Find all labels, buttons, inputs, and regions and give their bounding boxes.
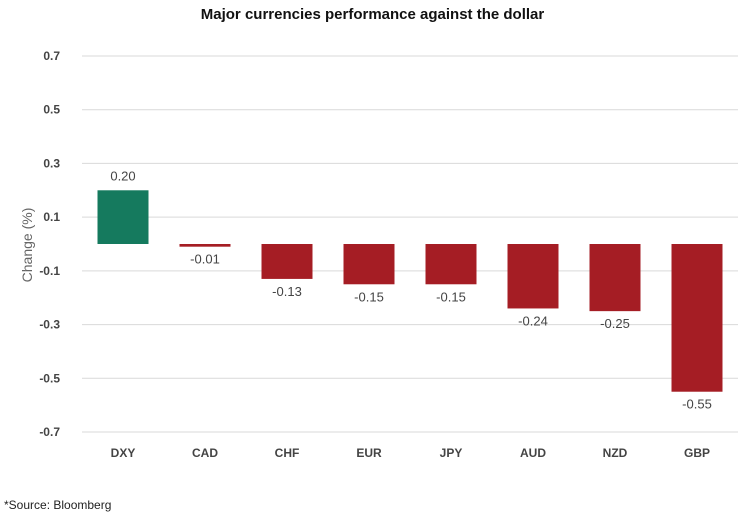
value-label: 0.20 — [110, 168, 135, 183]
bar-dxy — [97, 190, 149, 244]
y-tick-label: 0.3 — [43, 156, 60, 170]
bar-jpy — [425, 244, 477, 285]
value-label: -0.25 — [600, 316, 630, 331]
value-label: -0.13 — [272, 284, 302, 299]
value-label: -0.15 — [436, 289, 466, 304]
bar-chf — [261, 244, 313, 279]
y-axis-ticks: 0.7 0.5 0.3 0.1 -0.1 -0.3 -0.5 -0.7 — [39, 49, 60, 439]
value-labels: 0.20 -0.01 -0.13 -0.15 -0.15 -0.24 -0.25 -0.55 — [110, 168, 711, 411]
y-tick-label: 0.1 — [43, 210, 60, 224]
x-tick-label: CAD — [192, 446, 218, 460]
x-axis-ticks: DXY CAD CHF EUR JPY AUD NZD GBP — [111, 446, 710, 460]
y-tick-label: -0.3 — [39, 318, 60, 332]
y-tick-label: -0.5 — [39, 371, 60, 385]
x-tick-label: AUD — [520, 446, 546, 460]
x-tick-label: NZD — [603, 446, 628, 460]
source-note: *Source: Bloomberg — [4, 498, 112, 512]
x-tick-label: CHF — [275, 446, 300, 460]
gridlines — [82, 55, 738, 433]
x-tick-label: DXY — [111, 446, 136, 460]
bar-gbp — [671, 244, 723, 392]
y-tick-label: -0.1 — [39, 264, 60, 278]
bars — [97, 190, 723, 392]
bar-nzd — [589, 244, 641, 312]
value-label: -0.15 — [354, 289, 384, 304]
y-tick-label: 0.5 — [43, 103, 60, 117]
x-tick-label: EUR — [356, 446, 382, 460]
bar-eur — [343, 244, 395, 285]
y-axis-label: Change (%) — [19, 208, 35, 283]
y-tick-label: -0.7 — [39, 425, 60, 439]
y-tick-label: 0.7 — [43, 49, 60, 63]
bar-cad — [179, 244, 231, 247]
bar-aud — [507, 244, 559, 309]
chart-title: Major currencies performance against the… — [200, 6, 545, 23]
x-tick-label: JPY — [440, 446, 463, 460]
x-tick-label: GBP — [684, 446, 710, 460]
value-label: -0.01 — [190, 252, 220, 267]
value-label: -0.55 — [682, 397, 712, 412]
value-label: -0.24 — [518, 313, 548, 328]
